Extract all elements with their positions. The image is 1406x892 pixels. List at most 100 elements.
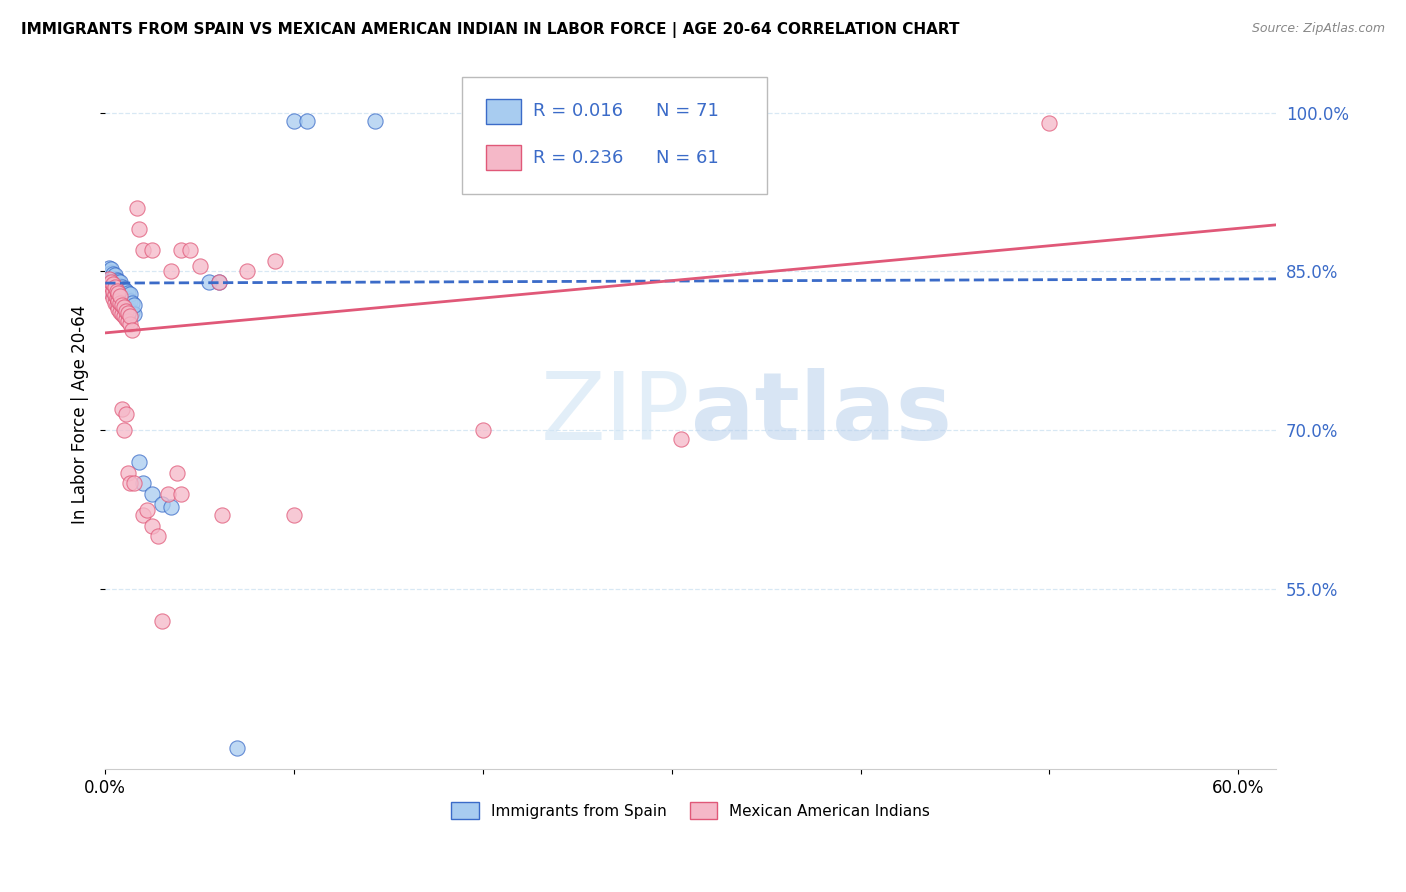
Point	[101, 284, 124, 298]
Point	[141, 518, 163, 533]
Point	[98, 274, 121, 288]
Point	[297, 114, 319, 128]
Point	[101, 291, 124, 305]
Point	[111, 280, 134, 294]
Point	[98, 277, 121, 292]
Point	[115, 290, 138, 304]
Point	[107, 278, 129, 293]
Point	[101, 275, 124, 289]
Point	[105, 273, 128, 287]
Point	[115, 408, 138, 422]
Point	[115, 298, 138, 312]
Point	[166, 466, 188, 480]
Point	[101, 277, 124, 292]
Point	[112, 301, 135, 315]
Point	[115, 312, 138, 326]
Point	[112, 289, 135, 303]
Point	[104, 268, 127, 282]
Point	[107, 274, 129, 288]
Y-axis label: In Labor Force | Age 20-64: In Labor Force | Age 20-64	[72, 305, 89, 524]
FancyBboxPatch shape	[485, 145, 520, 170]
Point	[105, 283, 128, 297]
Point	[122, 476, 145, 491]
Point	[198, 275, 221, 289]
Point	[104, 296, 127, 310]
Point	[101, 267, 124, 281]
Point	[100, 268, 122, 283]
Point	[471, 423, 494, 437]
Point	[188, 259, 211, 273]
Point	[118, 286, 141, 301]
Point	[117, 301, 139, 315]
Point	[100, 278, 122, 293]
Point	[100, 284, 122, 298]
Point	[100, 266, 122, 280]
Point	[122, 307, 145, 321]
Point	[96, 268, 118, 282]
Point	[100, 273, 122, 287]
Point	[107, 290, 129, 304]
Point	[107, 301, 129, 316]
Text: Source: ZipAtlas.com: Source: ZipAtlas.com	[1251, 22, 1385, 36]
Point	[122, 298, 145, 312]
Point	[111, 307, 134, 321]
Point	[96, 272, 118, 286]
Point	[110, 304, 132, 318]
Point	[96, 275, 118, 289]
Point	[100, 275, 122, 289]
Text: ZIP: ZIP	[541, 368, 690, 460]
Point	[105, 298, 128, 312]
Point	[141, 244, 163, 258]
Point	[170, 487, 193, 501]
Point	[111, 298, 134, 312]
Point	[98, 261, 121, 276]
Point	[117, 314, 139, 328]
Point	[104, 272, 127, 286]
Point	[117, 285, 139, 300]
Text: IMMIGRANTS FROM SPAIN VS MEXICAN AMERICAN INDIAN IN LABOR FORCE | AGE 20-64 CORR: IMMIGRANTS FROM SPAIN VS MEXICAN AMERICA…	[21, 22, 959, 38]
Point	[98, 272, 121, 286]
Point	[671, 432, 693, 446]
Point	[170, 244, 193, 258]
Point	[104, 286, 127, 301]
Point	[110, 292, 132, 306]
Point	[110, 279, 132, 293]
Point	[104, 281, 127, 295]
Point	[98, 277, 121, 292]
Point	[104, 276, 127, 290]
Point	[118, 302, 141, 317]
Point	[156, 487, 179, 501]
Text: N = 71: N = 71	[655, 103, 718, 120]
Point	[118, 318, 141, 332]
Point	[128, 222, 150, 236]
Point	[107, 285, 129, 300]
Point	[110, 275, 132, 289]
Point	[132, 508, 155, 522]
Point	[105, 287, 128, 301]
Point	[121, 296, 143, 310]
Point	[104, 287, 127, 301]
Point	[207, 275, 229, 289]
Point	[111, 287, 134, 301]
Point	[207, 275, 229, 289]
Point	[115, 303, 138, 318]
Point	[135, 503, 157, 517]
Point	[105, 291, 128, 305]
Point	[110, 296, 132, 310]
Point	[283, 114, 305, 128]
Point	[117, 292, 139, 306]
Point	[111, 294, 134, 309]
Point	[107, 285, 129, 299]
Point	[226, 741, 249, 756]
Point	[118, 476, 141, 491]
Text: R = 0.236: R = 0.236	[533, 149, 623, 167]
Point	[141, 487, 163, 501]
Point	[236, 264, 259, 278]
Point	[160, 500, 183, 514]
Point	[98, 269, 121, 284]
Point	[101, 270, 124, 285]
Point	[283, 508, 305, 522]
FancyBboxPatch shape	[485, 99, 520, 124]
Point	[117, 466, 139, 480]
Point	[111, 402, 134, 417]
